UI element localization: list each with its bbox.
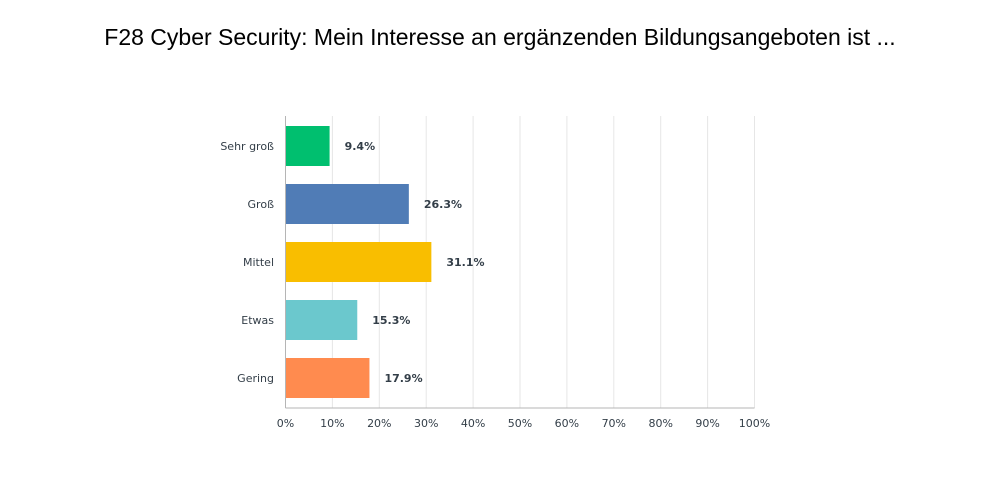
- x-tick-label: 100%: [739, 417, 770, 430]
- bar: [285, 126, 330, 166]
- x-tick-label: 70%: [602, 417, 626, 430]
- bars: [285, 126, 432, 398]
- x-tick-label: 40%: [461, 417, 485, 430]
- x-tick-label: 0%: [277, 417, 294, 430]
- category-labels: Sehr groß Groß Mittel Etwas Gering: [220, 140, 274, 385]
- category-label: Sehr groß: [220, 140, 274, 153]
- category-label: Groß: [248, 198, 275, 211]
- value-label: 31.1%: [446, 256, 484, 269]
- bar: [285, 358, 370, 398]
- bar: [285, 300, 358, 340]
- x-tick-labels: 0% 10% 20% 30% 40% 50% 60% 70% 80% 90% 100%: [277, 417, 770, 430]
- x-tick-label: 90%: [695, 417, 719, 430]
- category-label: Gering: [237, 372, 274, 385]
- axes: [285, 116, 755, 409]
- bar: [285, 184, 409, 224]
- x-tick-label: 80%: [648, 417, 672, 430]
- value-label: 9.4%: [345, 140, 376, 153]
- x-tick-label: 50%: [508, 417, 532, 430]
- value-label: 26.3%: [424, 198, 462, 211]
- x-tick-label: 10%: [320, 417, 344, 430]
- chart-title: F28 Cyber Security: Mein Interesse an er…: [104, 24, 896, 50]
- category-label: Mittel: [243, 256, 274, 269]
- x-tick-label: 30%: [414, 417, 438, 430]
- value-label: 15.3%: [372, 314, 410, 327]
- value-label: 17.9%: [384, 372, 422, 385]
- value-labels: 9.4% 26.3% 31.1% 15.3% 17.9%: [345, 140, 485, 385]
- x-tick-label: 20%: [367, 417, 391, 430]
- category-label: Etwas: [241, 314, 274, 327]
- x-tick-label: 60%: [555, 417, 579, 430]
- bar: [285, 242, 432, 282]
